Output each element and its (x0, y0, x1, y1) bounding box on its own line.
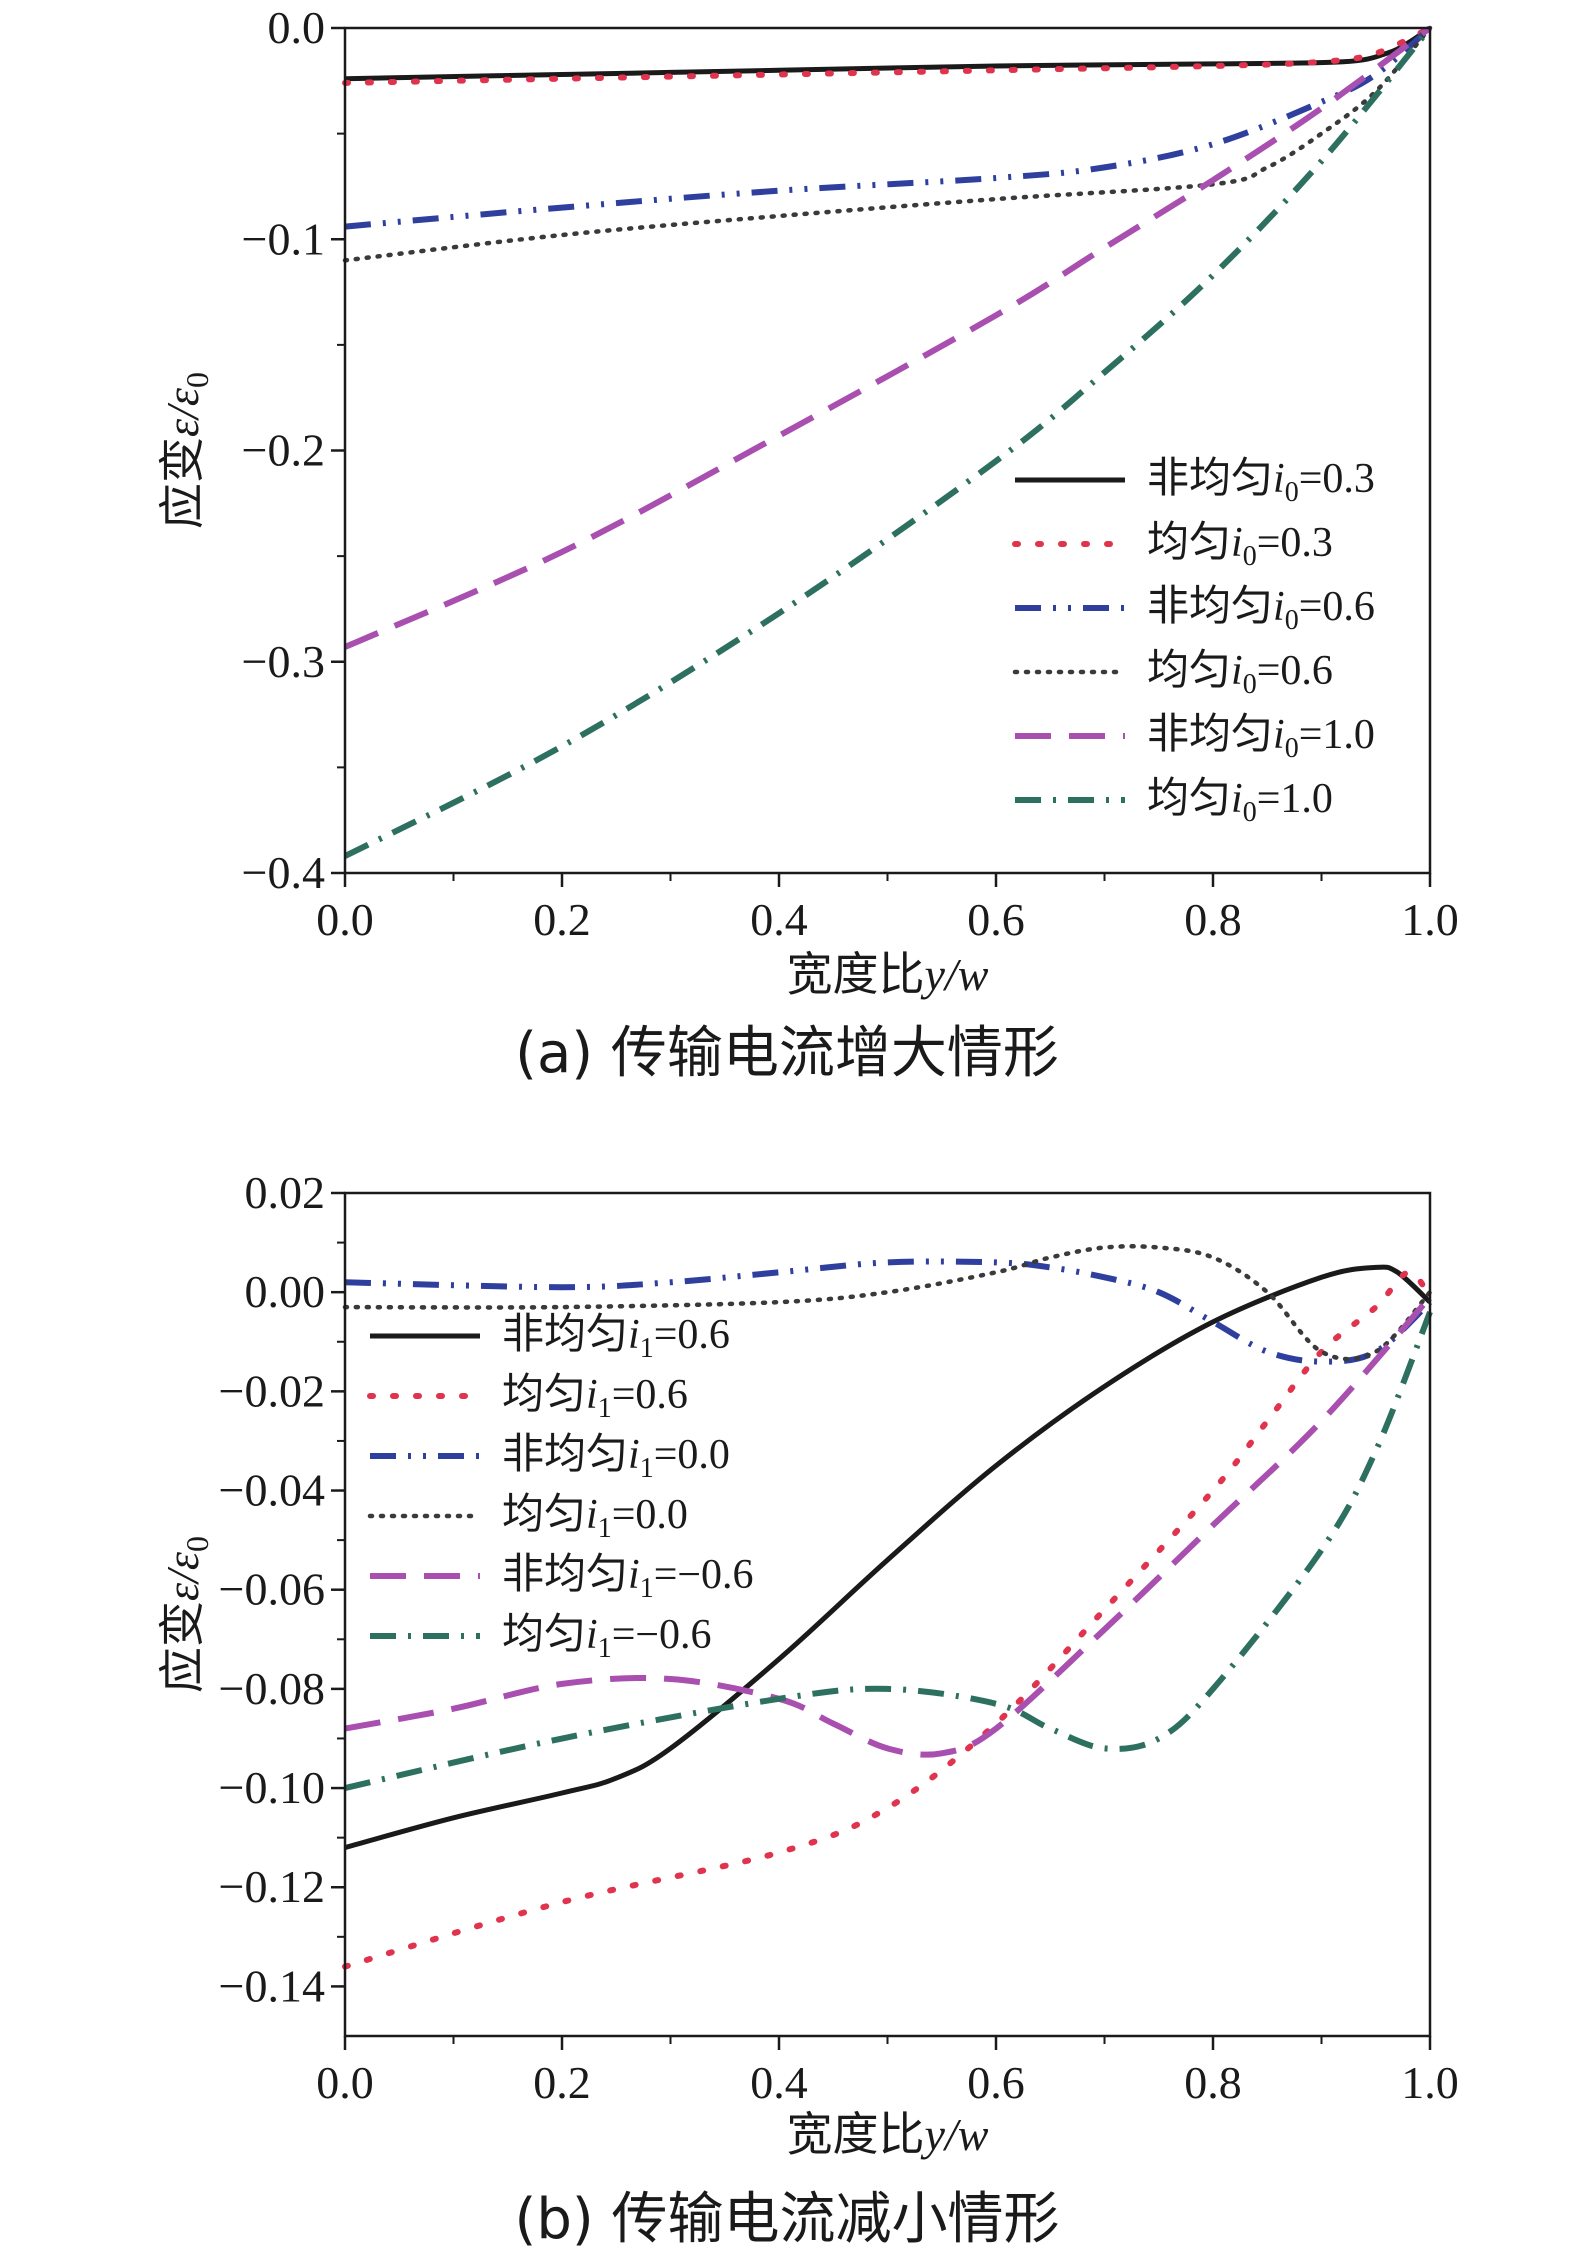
panel-a-y-axis-var: ε/ε (157, 387, 208, 437)
panel-a-x-tick-label: 0.6 (967, 894, 1025, 945)
panel-b-y-tick-label: 0.00 (245, 1266, 326, 1317)
panel-b-x-axis-text: 宽度比 (787, 2107, 925, 2161)
panel-b-y-tick-label: −0.14 (219, 1960, 325, 2011)
panel-b-y-tick-label: −0.02 (219, 1365, 325, 1416)
panel-a-y-axis-label: 应变ε/ε0 (155, 372, 215, 529)
panel-b-y-axis-sub: 0 (179, 1536, 215, 1552)
panel-a-legend-label-5: 非均匀i0=1.0 (1147, 709, 1375, 764)
panel-b-legend-label-1: 非均匀i1=0.6 (502, 1309, 730, 1364)
panel-a-legend-label-2: 均匀i0=0.3 (1147, 517, 1333, 572)
panel-b-legend-label-6: 均匀i1=−0.6 (502, 1609, 712, 1664)
panel-b-x-tick-label: 0.2 (533, 2057, 591, 2108)
panel-a-x-axis-var: y/w (921, 949, 989, 1000)
panel-b-x-axis-var: y/w (921, 2109, 989, 2160)
panel-a-y-tick-label: −0.2 (242, 425, 325, 476)
panel-b-y-tick-label: 0.02 (245, 1167, 326, 1218)
panel-b-y-tick-label: −0.12 (219, 1861, 325, 1912)
panel-a-y-axis-text: 应变 (155, 437, 209, 529)
panel-a-x-tick-label: 0.8 (1184, 894, 1242, 945)
panel-b-y-axis-text: 应变 (155, 1601, 209, 1693)
panel-b-series (342, 1244, 1433, 1970)
panel-b-x-tick-label: 1.0 (1401, 2057, 1459, 2108)
panel-b-y-tick-label: −0.10 (219, 1762, 325, 1813)
panel-b-x-tick-label: 0.8 (1184, 2057, 1242, 2108)
panel-a-legend-label-4: 均匀i0=0.6 (1147, 645, 1333, 700)
panel-a-legend-label-1: 非均匀i0=0.3 (1147, 453, 1375, 508)
panel-a-y-tick-label: −0.1 (242, 213, 325, 264)
panel-a-legend: 非均匀i0=0.3 均匀i0=0.3 非均匀i0=0.6 均匀i0=0.6 非均匀i0=… (1012, 453, 1375, 828)
panel-b-series-line-5 (344, 1295, 1433, 1758)
panel-a-caption: (a) 传输电流增大情形 (515, 1021, 1059, 1086)
panel-a-legend-label-3: 非均匀i0=0.6 (1147, 581, 1375, 636)
panel-a-series-line-6 (343, 26, 1433, 859)
panel-a-series-line-4 (342, 25, 1433, 263)
chart-panel-b: 0.0 0.2 0.4 0.6 0.8 1.0 0.02 0.00 −0.02 −0.04 −0.0… (155, 1167, 1459, 2252)
panel-b-x-tick-label: 0.4 (750, 2057, 808, 2108)
panel-b-legend-label-2: 均匀i1=0.6 (502, 1369, 688, 1424)
panel-a-series-line-5 (343, 25, 1432, 650)
panel-a-x-tick-label: 0.2 (533, 894, 591, 945)
panel-b-y-tick-label: −0.08 (219, 1663, 325, 1714)
panel-b-legend-label-3: 非均匀i1=0.0 (502, 1429, 730, 1484)
panel-a-x-tick-label: 0.4 (750, 894, 808, 945)
panel-a-series-line-3 (344, 25, 1432, 230)
panel-b-y-axis-var: ε/ε (157, 1551, 208, 1601)
panel-b-series-line-3 (344, 1258, 1433, 1365)
panel-b-legend: 非均匀i1=0.6均匀i1=0.6非均匀i1=0.0均匀i1=0.0非均匀i1=… (367, 1309, 754, 1664)
panel-b-series-line-4 (342, 1244, 1433, 1362)
panel-b-y-axis-label: 应变ε/ε0 (155, 1536, 215, 1693)
panel-b-plot-frame (343, 1191, 1432, 2038)
panel-a-series-line-1 (344, 25, 1432, 82)
panel-a-y-tick-label: −0.4 (242, 847, 325, 898)
panel-a-x-axis-label: 宽度比y/w (787, 947, 989, 1001)
panel-a-plot-frame (343, 26, 1432, 875)
panel-a-ticks (331, 26, 1432, 887)
panel-b-ticks (331, 1191, 1432, 2050)
panel-b-x-tick-label: 0.0 (316, 2057, 374, 2108)
panel-a-tick-labels: 0.0 0.2 0.4 0.6 0.8 1.0 0.0 −0.1 −0.2 −0.3 −0.4 (242, 2, 1459, 945)
panel-a-x-axis-text: 宽度比 (787, 947, 925, 1001)
panel-b-tick-labels: 0.0 0.2 0.4 0.6 0.8 1.0 0.02 0.00 −0.02 −0.04 −0.0… (219, 1167, 1459, 2108)
panel-a-y-tick-label: −0.3 (242, 636, 325, 687)
panel-b-x-axis-label: 宽度比y/w (787, 2107, 989, 2161)
panel-a-y-tick-label: 0.0 (268, 2, 326, 53)
panel-b-series-line-1 (344, 1264, 1432, 1851)
panel-b-legend-label-5: 非均匀i1=−0.6 (502, 1549, 754, 1604)
panel-a-legend-label-6: 均匀i0=1.0 (1147, 773, 1333, 828)
panel-b-caption: (b) 传输电流减小情形 (514, 2187, 1059, 2252)
panel-b-y-tick-label: −0.04 (219, 1465, 325, 1516)
panel-b-legend-label-4: 均匀i1=0.0 (502, 1489, 688, 1544)
panel-a-x-tick-label: 1.0 (1401, 894, 1459, 945)
panel-b-y-tick-label: −0.06 (219, 1564, 325, 1615)
panel-b-x-tick-label: 0.6 (967, 2057, 1025, 2108)
panel-b-series-line-6 (344, 1310, 1433, 1792)
panel-a-y-axis-sub: 0 (179, 372, 215, 388)
panel-a-series (342, 25, 1433, 859)
panel-b-series-line-2 (342, 1269, 1433, 1970)
chart-panel-a: 0.0 0.2 0.4 0.6 0.8 1.0 0.0 −0.1 −0.2 −0.3 −0.4 宽度… (155, 2, 1459, 1086)
panel-a-x-tick-label: 0.0 (316, 894, 374, 945)
